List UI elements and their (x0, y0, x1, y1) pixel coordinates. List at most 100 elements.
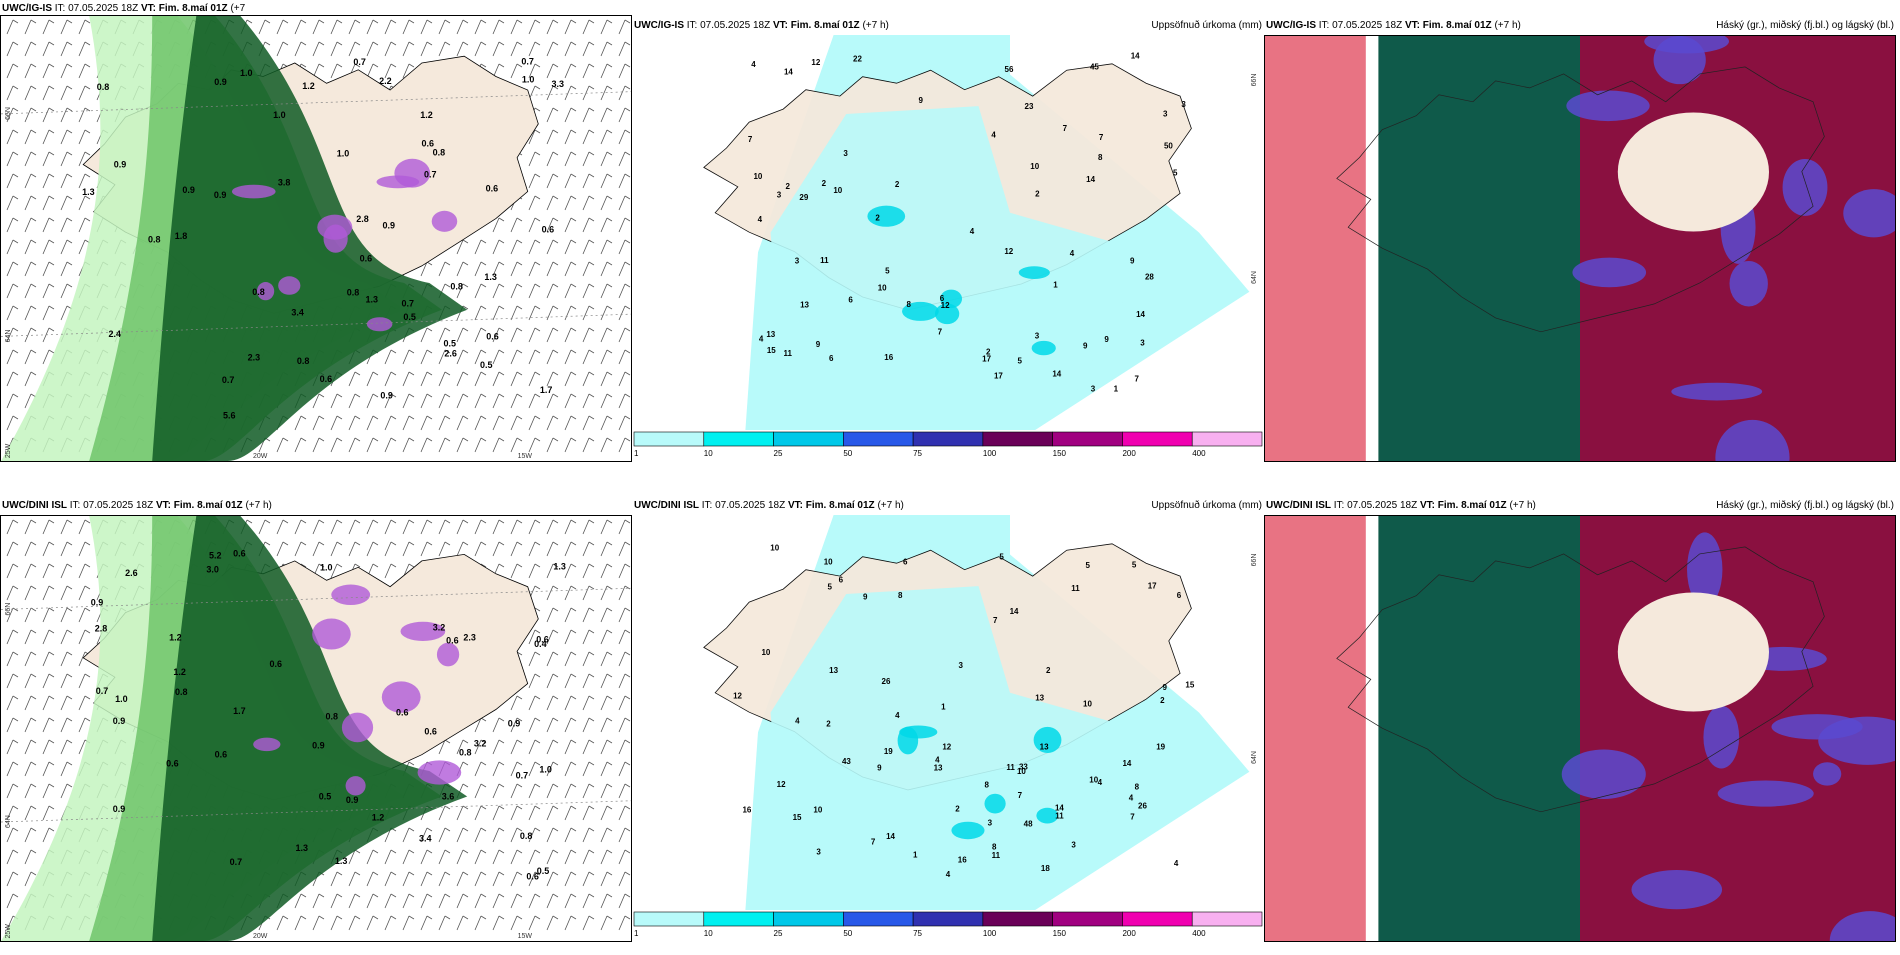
wind-barb (6, 563, 19, 579)
accum-value: 14 (1086, 175, 1095, 184)
colorbar-swatch (912, 431, 984, 447)
colorbar-label: 75 (913, 449, 922, 458)
wind-barb (366, 19, 379, 35)
accum-value: 14 (1052, 369, 1061, 378)
low-cloud (1687, 532, 1723, 607)
wind-barb (24, 717, 37, 733)
panel-subtitle: Uppsöfnuð úrkoma (mm) (1151, 500, 1262, 511)
wind-barb (564, 673, 577, 689)
accum-value: 3 (1071, 840, 1076, 849)
accum-value: 12 (1004, 247, 1013, 256)
wind-barb (492, 415, 505, 431)
accum-value: 10 (1030, 162, 1039, 171)
wind-barb (510, 393, 523, 409)
wind-barb (528, 541, 541, 557)
colorbar-svg: 1 10 25 50 75 100 150 200 400 (633, 431, 1263, 458)
accum-value: 1 (941, 702, 946, 711)
wind-barb (60, 695, 73, 711)
wind-barb (564, 805, 577, 821)
wind-barb (6, 393, 19, 409)
wind-barb (24, 783, 37, 799)
model-name: UWC/IG-IS (634, 20, 684, 31)
precip-value: 0.8 (252, 287, 265, 297)
accum-area (770, 586, 1149, 879)
wind-barb (492, 519, 505, 535)
wind-barb (582, 519, 595, 535)
accum-value: 45 (1090, 62, 1099, 71)
precip-value: 0.9 (91, 597, 104, 607)
accum-value: 10 (878, 284, 887, 293)
wind-barb (366, 541, 379, 557)
low-cloud (1782, 158, 1828, 216)
accum-value: 12 (733, 692, 742, 701)
precip-value: 1.8 (175, 231, 188, 241)
accum-value: 14 (1055, 803, 1064, 812)
wind-barb (456, 849, 469, 865)
wind-barb (24, 541, 37, 557)
wind-barb (474, 437, 487, 453)
accum-value: 16 (742, 806, 751, 815)
wind-barb (582, 261, 595, 277)
wind-barb (456, 871, 469, 887)
wind-barb (42, 239, 55, 255)
valid-time: Fim. 8.maí 01Z (1437, 500, 1507, 511)
wind-barb (582, 371, 595, 387)
accum-value: 11 (1006, 763, 1015, 772)
wind-barb (510, 893, 523, 909)
wind-barb (492, 915, 505, 931)
panel-title: UWC/DINI ISL IT: 07.05.2025 18Z VT: Fim.… (634, 500, 904, 511)
wind-barb (618, 305, 631, 321)
wind-barb (6, 827, 19, 843)
wind-barb (456, 19, 469, 35)
precip-value: 2.2 (379, 76, 392, 86)
wind-barb (474, 805, 487, 821)
colorbar-label: 200 (1122, 449, 1136, 458)
wind-barb (474, 371, 487, 387)
model-name: UWC/DINI ISL (2, 500, 67, 511)
wind-barb (546, 129, 559, 145)
accum-value: 7 (1130, 812, 1135, 821)
wind-barb (564, 415, 577, 431)
wind-barb (474, 305, 487, 321)
wind-barb (42, 261, 55, 277)
wind-barb (42, 827, 55, 843)
wind-barb (42, 585, 55, 601)
wind-barb (78, 563, 91, 579)
wind-barb (618, 195, 631, 211)
precip-value: 0.7 (222, 375, 235, 385)
wind-barb (510, 19, 523, 35)
wind-barb (582, 673, 595, 689)
wind-barb (528, 805, 541, 821)
wind-barb (24, 519, 37, 535)
axis-label: 64N (1251, 271, 1258, 284)
wind-barb (348, 371, 361, 387)
wind-barb (546, 151, 559, 167)
precip-value: 0.6 (360, 254, 373, 264)
wind-barb (456, 415, 469, 431)
precip-max (431, 210, 458, 232)
wind-barb (384, 393, 397, 409)
axis-label: 25W (5, 443, 12, 458)
graticule (1, 313, 631, 337)
wind-barb (402, 415, 415, 431)
vt-label: VT: (1404, 20, 1420, 31)
accum-value: 10 (1017, 767, 1026, 776)
wind-barb (384, 541, 397, 557)
precip-value: 1.2 (372, 813, 385, 823)
wind-barb (564, 783, 577, 799)
wind-barb (6, 585, 19, 601)
wind-barb (600, 673, 613, 689)
wind-barb (564, 305, 577, 321)
wind-barb (42, 327, 55, 343)
wind-barb (276, 541, 289, 557)
colorbar-label: 10 (704, 929, 713, 938)
precip-value: 2.3 (463, 633, 476, 643)
wind-barb (24, 239, 37, 255)
wind-barb (402, 541, 415, 557)
wind-barb (42, 695, 55, 711)
wind-barb (474, 283, 487, 299)
colorbar-swatch (773, 911, 844, 927)
accum-value: 3 (843, 149, 848, 158)
wind-barb (582, 305, 595, 321)
wind-barb (6, 349, 19, 365)
